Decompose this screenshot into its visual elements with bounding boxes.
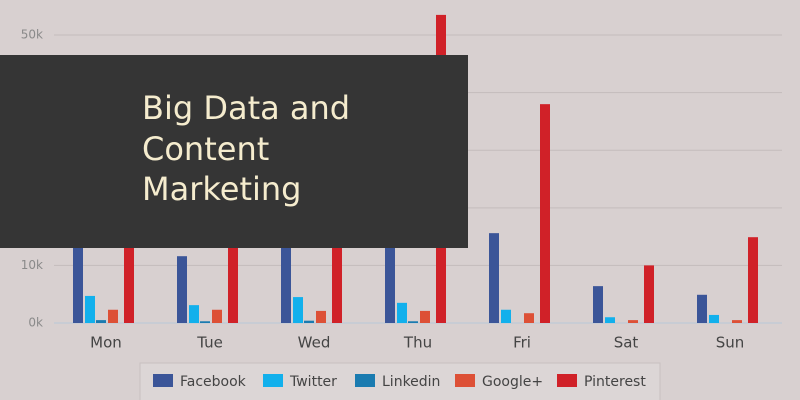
y-tick-label: 0k [28, 316, 43, 330]
bar [540, 104, 550, 324]
title-box [0, 55, 468, 248]
x-tick-label: Fri [513, 334, 531, 352]
bar [593, 286, 603, 323]
x-tick-label: Mon [90, 334, 122, 352]
bar [189, 305, 199, 323]
bar [108, 309, 118, 323]
legend-label: Pinterest [584, 374, 646, 390]
bar [316, 310, 326, 323]
bar [697, 294, 707, 323]
legend-label: Google+ [482, 374, 543, 390]
bar [628, 320, 638, 323]
legend-swatch [455, 374, 475, 387]
bar [732, 320, 742, 323]
x-tick-label: Sun [716, 334, 745, 352]
legend-swatch [557, 374, 577, 387]
bar [281, 242, 291, 323]
legend-swatch [355, 374, 375, 387]
bar [501, 309, 511, 323]
legend: Facebook Twitter Linkedin Google+ Pinterest [153, 374, 646, 390]
bar [96, 320, 106, 323]
title-line: Marketing [142, 170, 301, 208]
bar [212, 309, 222, 323]
bar [304, 320, 314, 323]
bar [228, 219, 238, 323]
bar [748, 237, 758, 323]
legend-label: Linkedin [382, 374, 440, 390]
legend-swatch [153, 374, 173, 387]
legend-label: Twitter [289, 374, 337, 390]
y-tick-label: 50k [21, 28, 43, 42]
bar [709, 314, 719, 323]
bar [605, 317, 615, 323]
bar [408, 321, 418, 323]
bar [73, 236, 83, 323]
bar [293, 297, 303, 323]
x-tick-label: Wed [298, 334, 331, 352]
bar [200, 321, 210, 323]
bar [397, 302, 407, 323]
title-line: Big Data and [142, 89, 350, 127]
bar [85, 295, 95, 323]
x-tick-label: Sat [614, 334, 639, 352]
legend-label: Facebook [180, 374, 247, 390]
legend-swatch [263, 374, 283, 387]
bar [489, 233, 499, 323]
bar [644, 265, 654, 323]
title-line: Content [142, 130, 269, 168]
bar [177, 256, 187, 323]
bar [420, 310, 430, 323]
title-overlay: Big Data and Content Marketing [0, 55, 468, 248]
bar [524, 313, 534, 323]
bar [385, 236, 395, 323]
x-tick-label: Tue [196, 334, 223, 352]
y-tick-label: 10k [21, 258, 43, 272]
bar [124, 207, 134, 323]
x-tick-label: Thu [403, 334, 432, 352]
bar [332, 196, 342, 323]
